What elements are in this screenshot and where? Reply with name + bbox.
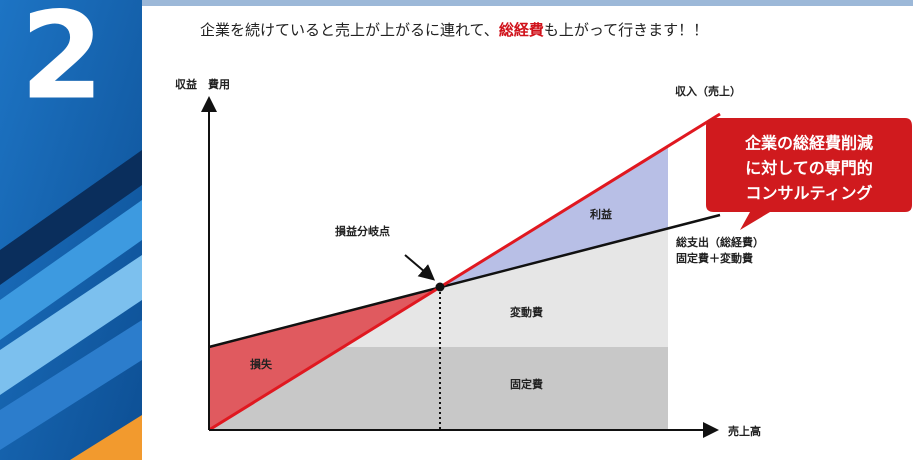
headline: 企業を続けていると売上が上がるに連れて、総経費も上がって行きます！！ bbox=[200, 21, 708, 39]
variable-cost-label: 変動費 bbox=[510, 305, 543, 319]
break-even-diagram: 収益 費用 売上高 収入（売上） 損益分岐点 利益 損失 変動費 固定費 総支出… bbox=[175, 77, 764, 438]
pointer-arrow bbox=[404, 254, 436, 281]
callout-line: 企業の総経費削減 bbox=[744, 134, 873, 153]
revenue-label: 収入（売上） bbox=[675, 84, 741, 98]
y-axis-label: 収益 費用 bbox=[175, 77, 230, 91]
callout: 企業の総経費削減 に対しての専門的 コンサルティング bbox=[706, 118, 912, 230]
break-even-point bbox=[435, 282, 445, 292]
total-cost-formula: 固定費＋変動費 bbox=[676, 251, 753, 265]
total-cost-line bbox=[208, 213, 721, 349]
total-cost-label: 総支出（総経費） bbox=[676, 235, 764, 249]
revenue-line bbox=[208, 112, 721, 432]
badge: 2 bbox=[20, 0, 104, 127]
fixed-cost-label: 固定費 bbox=[510, 377, 543, 391]
profit-label: 利益 bbox=[590, 207, 612, 221]
variable-cost-area bbox=[440, 228, 668, 347]
callout-line: コンサルティング bbox=[745, 184, 872, 203]
callout-line: に対しての専門的 bbox=[745, 159, 873, 178]
break-even-label: 損益分岐点 bbox=[335, 224, 390, 238]
loss-label: 損失 bbox=[250, 357, 273, 371]
x-axis-label: 売上高 bbox=[728, 424, 761, 438]
